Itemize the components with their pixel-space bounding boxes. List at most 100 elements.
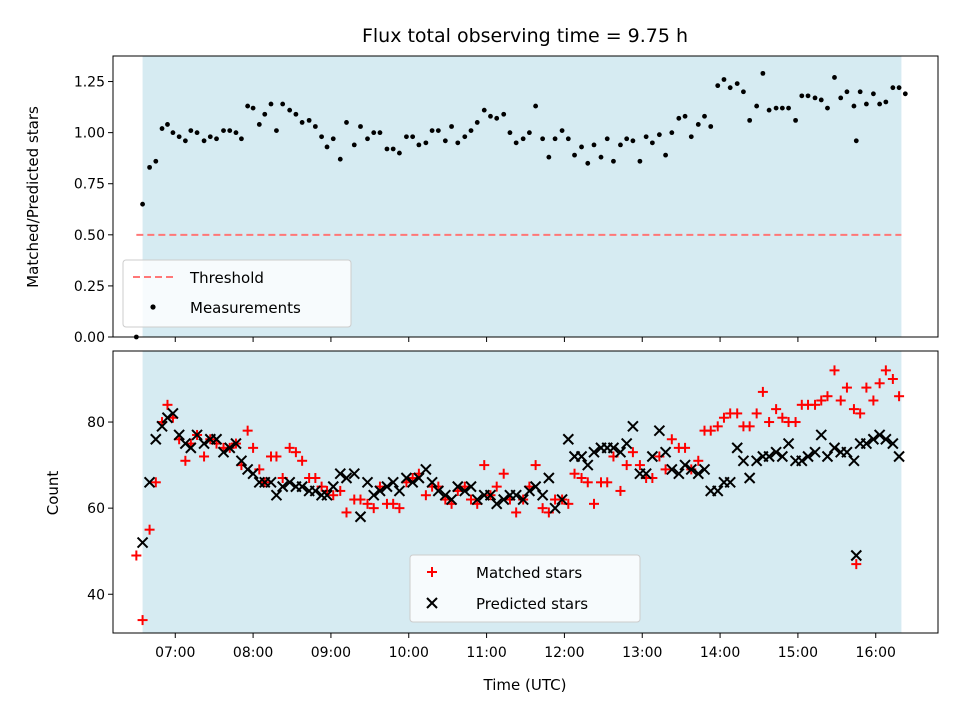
predicted-star-point bbox=[400, 472, 413, 484]
y-tick-label: 0.25 bbox=[74, 279, 105, 295]
measurement-point bbox=[851, 103, 857, 109]
matched-star-point bbox=[569, 468, 580, 479]
y-tick: 1.25 bbox=[74, 75, 113, 91]
predicted-star-point bbox=[173, 429, 185, 441]
measurement-point bbox=[591, 142, 597, 148]
top-legend: Threshold Measurements bbox=[122, 259, 352, 328]
y-tick-label: 80 bbox=[87, 415, 105, 431]
measurement-point bbox=[268, 101, 274, 107]
y-tick-label: 60 bbox=[87, 501, 105, 517]
predicted-star-point bbox=[743, 472, 756, 484]
predicted-star-point bbox=[334, 467, 346, 480]
matched-star-point bbox=[388, 498, 399, 509]
predicted-star-point bbox=[191, 429, 203, 441]
top-y-axis-label: Matched/Predicted stars bbox=[24, 106, 42, 288]
predicted-star-point bbox=[796, 455, 808, 467]
measurement-point bbox=[176, 134, 182, 140]
legend-measurements-label: Measurements bbox=[190, 299, 301, 317]
measurement-point bbox=[649, 140, 655, 146]
measurement-point bbox=[245, 103, 251, 109]
predicted-star-point bbox=[393, 485, 406, 497]
predicted-star-point bbox=[646, 450, 659, 463]
measurement-point bbox=[312, 124, 318, 129]
measurement-point bbox=[727, 85, 733, 91]
y-tick: 1.00 bbox=[74, 126, 113, 142]
x-tick-label: 11:00 bbox=[466, 645, 506, 661]
measurement-point bbox=[734, 81, 740, 86]
matched-star-point bbox=[180, 455, 191, 466]
measurement-point bbox=[344, 120, 349, 125]
measurement-points bbox=[133, 70, 908, 340]
x-tick: 07:00 bbox=[155, 633, 195, 661]
measurement-point bbox=[747, 117, 753, 123]
predicted-star-point bbox=[640, 467, 652, 480]
predicted-star-point bbox=[776, 450, 789, 463]
predicted-star-point bbox=[484, 489, 497, 501]
x-tick-label: 07:00 bbox=[155, 645, 195, 661]
x-tick-label: 09:00 bbox=[311, 645, 351, 661]
predicted-star-point bbox=[420, 463, 432, 476]
matched-star-point bbox=[634, 460, 645, 471]
predicted-star-point bbox=[724, 476, 736, 489]
measurement-point bbox=[825, 105, 830, 111]
measurement-point bbox=[239, 136, 244, 142]
measurement-point bbox=[397, 150, 402, 156]
measurement-point bbox=[552, 136, 558, 142]
measurement-point bbox=[513, 140, 519, 146]
measurement-point bbox=[140, 201, 145, 207]
measurement-point bbox=[871, 91, 876, 97]
measurement-point bbox=[656, 132, 662, 138]
measurement-point bbox=[786, 105, 791, 111]
predicted-star-point bbox=[887, 437, 899, 450]
measurement-point bbox=[565, 136, 571, 142]
measurement-point bbox=[857, 89, 863, 95]
matched-star-point bbox=[777, 412, 788, 423]
matched-star-point bbox=[466, 494, 477, 505]
predicted-star-points bbox=[136, 407, 905, 562]
predicted-star-point bbox=[809, 446, 821, 458]
matched-star-point bbox=[660, 464, 671, 475]
measurement-point bbox=[494, 115, 500, 121]
measurement-point bbox=[474, 120, 480, 125]
matched-star-point bbox=[764, 417, 775, 428]
predicted-star-point bbox=[361, 476, 374, 489]
legend-predicted-swatch bbox=[426, 597, 438, 609]
predicted-star-point bbox=[782, 437, 795, 450]
predicted-star-point bbox=[136, 536, 149, 549]
predicted-star-point bbox=[327, 480, 339, 493]
measurement-point bbox=[337, 156, 343, 162]
measurement-point bbox=[455, 140, 461, 146]
predicted-star-point bbox=[523, 485, 536, 497]
matched-star-point bbox=[874, 378, 885, 389]
predicted-star-point bbox=[653, 424, 666, 437]
measurement-point bbox=[805, 93, 811, 99]
measurement-point bbox=[695, 122, 701, 127]
matched-star-point bbox=[848, 404, 859, 415]
measurement-point bbox=[250, 105, 256, 111]
measurement-point bbox=[324, 144, 330, 150]
measurement-point bbox=[572, 152, 577, 158]
predicted-star-point bbox=[536, 489, 549, 501]
measurement-point bbox=[227, 128, 233, 133]
measurement-point bbox=[579, 144, 584, 150]
predicted-star-point bbox=[452, 480, 464, 493]
measurement-point bbox=[306, 117, 312, 123]
top-legend-box bbox=[122, 259, 352, 328]
matched-star-point bbox=[199, 451, 210, 462]
predicted-star-point bbox=[348, 467, 360, 480]
measurement-point bbox=[598, 154, 604, 160]
legend-measurements-swatch bbox=[150, 304, 156, 310]
matched-star-point bbox=[498, 468, 509, 479]
measurement-point bbox=[559, 128, 565, 133]
measurement-point bbox=[293, 111, 299, 117]
matched-star-point bbox=[131, 550, 142, 561]
measurement-point bbox=[377, 130, 383, 136]
predicted-star-point bbox=[737, 455, 750, 467]
x-tick-label: 15:00 bbox=[778, 645, 818, 661]
x-tick-label: 08:00 bbox=[233, 645, 273, 661]
y-tick: 80 bbox=[87, 415, 113, 431]
matched-star-point bbox=[137, 615, 148, 626]
x-tick: 13:00 bbox=[622, 633, 662, 661]
measurement-point bbox=[624, 136, 630, 142]
measurement-point bbox=[890, 85, 896, 91]
